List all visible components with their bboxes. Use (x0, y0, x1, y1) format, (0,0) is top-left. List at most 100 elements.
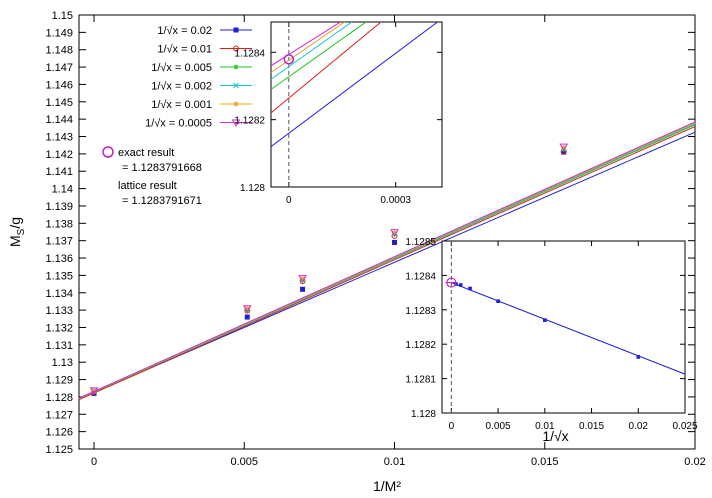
inset-zoom-lines (271, 22, 439, 147)
y-tick-label: 1.131 (45, 340, 73, 352)
y-tick-label: 1.139 (45, 201, 73, 213)
y-tick-label: 1.1284 (234, 48, 265, 59)
annotations: exact result = 1.1283791668 lattice resu… (102, 146, 202, 207)
x-tick-label: 0.01 (535, 421, 555, 432)
y-tick-label: 1.143 (45, 132, 73, 144)
y-tick-label: 1.128 (240, 183, 265, 194)
inset-zoom-frame (270, 21, 443, 188)
data-point (390, 229, 399, 237)
exact-result-marker (102, 146, 114, 158)
y-tick-label: 1.149 (45, 27, 73, 39)
x-tick-label: 0.02 (684, 456, 705, 468)
x-tick-label: 0 (91, 456, 97, 468)
y-tick-label: 1.1285 (405, 237, 436, 248)
lattice-result-value: = 1.1283791671 (122, 195, 202, 207)
main-y-ticks: 1.125 1.126 1.127 1.128 1.129 1.13 1.131 1.132 1… (45, 10, 705, 468)
x-tick-label: 0.02 (629, 421, 649, 432)
y-tick-label: 1.148 (45, 45, 73, 57)
x-tick-label: 0.01 (384, 456, 405, 468)
x-tick-label: 0.025 (672, 421, 697, 432)
y-tick-label: 1.146 (45, 79, 73, 91)
exact-result-label: exact result (118, 147, 174, 159)
legend: 1/√x = 0.02 1/√x = 0.01 1/√x = 0.005 1/√x =… (145, 25, 252, 130)
y-tick-label: 1.137 (45, 236, 73, 248)
main-series (78, 121, 696, 401)
y-tick-label: 1.1282 (405, 340, 436, 351)
data-point (300, 286, 306, 292)
data-point (392, 239, 398, 245)
y-tick-label: 1.147 (45, 62, 73, 74)
data-point (561, 145, 567, 151)
legend-entry-label: 1/√x = 0.02 (157, 25, 212, 37)
data-point (300, 276, 306, 282)
inset-extrapolation-point (636, 355, 641, 359)
inset-zoom-line (271, 22, 382, 114)
y-tick-label: 1.1283 (405, 306, 436, 317)
legend-entry-label: 1/√x = 0.001 (151, 99, 212, 111)
inset-extrapolation-point (543, 318, 547, 322)
x-tick-label: 0.005 (486, 421, 511, 432)
y-tick-label: 1.1282 (234, 116, 265, 127)
x-tick-label: 0.0003 (380, 195, 411, 206)
y-tick-label: 1.13 (52, 357, 73, 369)
inset-zoom-plot: 1.128 1.1282 1.1284 0 0.0003 (234, 21, 443, 206)
inset-zoom-line (271, 22, 353, 80)
inset-extrapolation-point (458, 283, 463, 287)
inset-extrapolation-fit-line (451, 282, 686, 375)
inset-extrapolation-point (468, 286, 472, 291)
y-tick-label: 1.1284 (405, 271, 436, 282)
main-plot-frame (78, 14, 696, 450)
legend-marker (233, 27, 239, 33)
data-point (242, 305, 252, 313)
y-tick-label: 1.133 (45, 305, 73, 317)
x-tick-label: 0 (449, 421, 455, 432)
y-tick-label: 1.128 (45, 392, 73, 404)
y-tick-label: 1.125 (45, 444, 73, 456)
exact-result-value: = 1.1283791668 (122, 162, 202, 174)
y-tick-label: 1.129 (45, 375, 73, 387)
data-point (244, 314, 250, 320)
y-tick-label: 1.126 (45, 427, 73, 439)
y-tick-label: 1.138 (45, 218, 73, 230)
data-point (298, 275, 307, 283)
legend-marker (233, 64, 239, 70)
data-point (559, 143, 569, 152)
y-tick-label: 1.134 (45, 288, 73, 300)
y-tick-label: 1.136 (45, 253, 73, 265)
y-tick-label: 1.132 (45, 322, 73, 334)
inset-extrapolation-x-label: 1/√x (542, 428, 568, 444)
legend-marker (233, 45, 239, 52)
inset-zoom-line (271, 22, 367, 90)
legend-entry-label: 1/√x = 0.002 (151, 81, 212, 93)
data-point (561, 149, 567, 155)
main-plot: 1.125 1.126 1.127 1.128 1.129 1.13 1.131 1.132 1… (7, 10, 706, 494)
data-point (91, 388, 97, 394)
y-tick-label: 1.145 (45, 97, 73, 109)
y-tick-label: 1.142 (45, 149, 73, 161)
legend-entry-label: 1/√x = 0.01 (157, 44, 212, 56)
inset-zoom-line (271, 22, 439, 147)
legend-marker (233, 82, 239, 89)
inset-extrapolation-point (496, 299, 500, 303)
legend-marker (231, 119, 241, 127)
inset-zoom-line (271, 22, 342, 67)
x-tick-label: 0.015 (579, 421, 604, 432)
main-x-axis-label: 1/M² (373, 478, 401, 494)
inset-extrapolation-plot: 1.128 1.1281 1.1282 1.1283 1.1284 1.1285 0 0.00… (405, 237, 698, 444)
legend-entry-label: 1/√x = 0.0005 (145, 118, 212, 130)
y-tick-label: 1.127 (45, 409, 73, 421)
y-tick-label: 1.1281 (405, 375, 436, 386)
y-tick-label: 1.15 (52, 10, 73, 22)
legend-entry-label: 1/√x = 0.005 (151, 62, 212, 74)
legend-marker (233, 101, 239, 107)
x-tick-label: 0 (286, 195, 292, 206)
series-line (78, 121, 696, 399)
x-tick-label: 0.015 (531, 456, 559, 468)
x-tick-label: 0.005 (231, 456, 259, 468)
inset-zoom-line (271, 22, 346, 73)
y-tick-label: 1.135 (45, 270, 73, 282)
data-point (392, 230, 398, 236)
main-y-axis-label: MS/g (7, 217, 27, 247)
inset-zoom-exact-marker (283, 54, 295, 65)
